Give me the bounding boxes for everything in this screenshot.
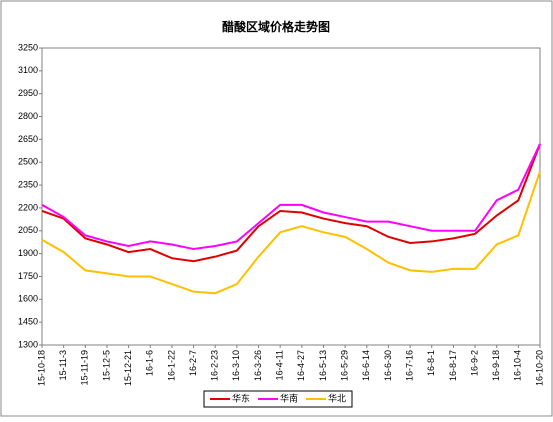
legend-label: 华南 [280, 392, 298, 403]
x-tick-label: 16-7-16 [404, 350, 414, 381]
y-tick-label: 1750 [18, 271, 38, 281]
chart-title: 醋酸区域价格走势图 [222, 19, 330, 34]
y-tick-label: 1900 [18, 248, 38, 258]
x-tick-label: 16-10-20 [534, 350, 544, 386]
x-tick-label: 16-1-22 [166, 350, 176, 381]
y-tick-label: 2800 [18, 111, 38, 121]
x-tick-label: 16-4-11 [275, 350, 285, 380]
y-tick-label: 2950 [18, 88, 38, 98]
series-line [41, 171, 541, 295]
y-tick-label: 1450 [18, 317, 38, 327]
x-tick-label: 16-8-1 [426, 350, 436, 376]
x-tick-label: 16-2-23 [210, 350, 220, 381]
x-tick-label: 16-3-26 [253, 350, 263, 381]
x-tick-label: 16-5-13 [318, 350, 328, 381]
x-tick-label: 15-11-19 [80, 350, 90, 385]
y-tick-label: 1600 [18, 294, 38, 304]
x-tick-label: 16-3-10 [231, 350, 241, 381]
y-tick-label: 3250 [18, 42, 38, 52]
x-tick-label: 15-12-5 [101, 350, 111, 381]
y-tick-label: 2650 [18, 134, 38, 144]
x-tick-label: 16-4-27 [296, 350, 306, 381]
x-tick-label: 16-2-7 [188, 350, 198, 376]
x-tick-label: 16-9-2 [469, 350, 479, 376]
x-tick-label: 15-10-18 [36, 350, 46, 386]
x-tick-label: 15-12-21 [123, 350, 133, 386]
series-line [41, 143, 541, 263]
x-tick-label: 16-10-4 [513, 350, 523, 381]
y-tick-label: 2050 [18, 225, 38, 235]
legend-label: 华北 [328, 392, 346, 403]
x-tick-label: 16-6-14 [361, 350, 371, 381]
x-tick-label: 16-8-17 [448, 350, 458, 381]
y-tick-label: 3100 [18, 65, 38, 75]
plot-area [41, 47, 541, 346]
x-tick-label: 15-11-3 [58, 350, 68, 380]
x-tick-label: 16-1-6 [145, 350, 155, 376]
y-tick-label: 2350 [18, 179, 38, 189]
x-tick-label: 16-6-30 [383, 350, 393, 381]
y-tick-label: 2500 [18, 157, 38, 167]
x-tick-label: 16-5-29 [340, 350, 350, 381]
y-tick-label: 1300 [18, 339, 38, 349]
y-tick-label: 2200 [18, 202, 38, 212]
x-tick-label: 16-9-18 [491, 350, 501, 381]
legend-label: 华东 [232, 392, 250, 403]
series-line [41, 143, 541, 251]
